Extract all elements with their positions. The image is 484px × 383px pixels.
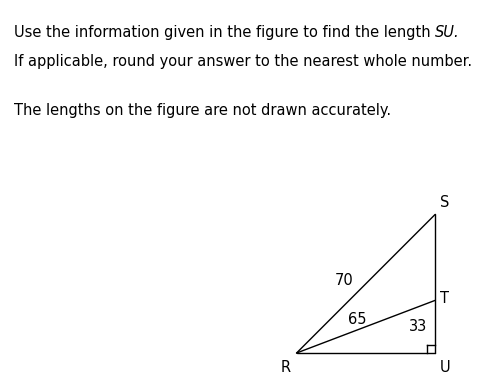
Text: The lengths on the figure are not drawn accurately.: The lengths on the figure are not drawn … bbox=[14, 103, 390, 118]
Text: S: S bbox=[439, 195, 449, 210]
Text: U: U bbox=[439, 360, 449, 375]
Text: SU.: SU. bbox=[434, 25, 458, 40]
Text: Use the information given in the figure to find the length: Use the information given in the figure … bbox=[14, 25, 434, 40]
Text: R: R bbox=[280, 360, 290, 375]
Text: 70: 70 bbox=[333, 273, 352, 288]
Text: If applicable, round your answer to the nearest whole number.: If applicable, round your answer to the … bbox=[14, 54, 471, 69]
Text: T: T bbox=[439, 291, 448, 306]
Text: 65: 65 bbox=[348, 312, 366, 327]
Text: 33: 33 bbox=[408, 319, 427, 334]
